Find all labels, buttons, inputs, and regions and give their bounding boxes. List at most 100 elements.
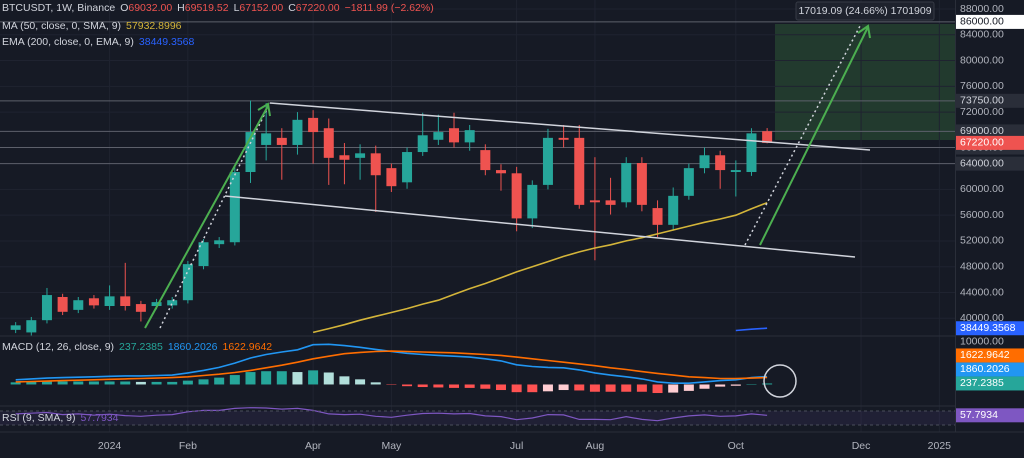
candle-body <box>558 137 569 140</box>
ohlc-key: O <box>120 2 129 14</box>
legend-ema: EMA (200, close, 0, EMA, 9) 38449.3568 <box>2 36 199 48</box>
signal-line <box>15 350 768 383</box>
candle-body <box>198 242 209 267</box>
y-tick-label: 48000.00 <box>960 260 1004 272</box>
legend-value: 57932.8996 <box>126 20 182 32</box>
trend-arrow <box>759 26 869 246</box>
legend-value: 38449.3568 <box>138 36 195 48</box>
macd-histogram-bar <box>417 384 428 388</box>
y-tick-label: 40000.00 <box>960 312 1004 324</box>
macd-histogram-bar <box>198 379 209 385</box>
target-zone <box>775 24 955 140</box>
candle-body <box>151 302 162 307</box>
channel-upper <box>269 102 871 151</box>
macd-histogram-bar <box>151 381 162 385</box>
axis-label: 237.2385 <box>960 377 1004 389</box>
candle-body <box>527 184 538 219</box>
candle-body <box>292 119 303 145</box>
change: −1811.99 (−2.62%) <box>344 2 434 14</box>
macd-histogram-bar <box>229 375 240 385</box>
legend-main: BTCUSDT, 1W, Binance O69032.00 H69519.52 L6… <box>2 2 439 14</box>
candle-body <box>26 320 37 333</box>
legend-value: 1860.2026 <box>167 341 218 353</box>
macd-histogram-bar <box>57 381 68 385</box>
candle-body <box>621 162 632 203</box>
candle-body <box>41 295 52 321</box>
macd-histogram-bar <box>355 379 366 385</box>
axis-label: 86000.00 <box>960 16 1004 28</box>
y-tick-label: 84000.00 <box>960 29 1004 41</box>
macd-histogram-bar <box>636 384 647 392</box>
macd-histogram-bar <box>574 384 585 391</box>
macd-histogram-bar <box>41 381 52 385</box>
macd-histogram-bar <box>104 381 115 385</box>
candle-body <box>10 325 21 330</box>
ohlc-key: L <box>233 2 240 14</box>
axis-label-box <box>956 362 1024 377</box>
candle-body <box>308 117 319 133</box>
axis-label-box <box>956 93 1024 108</box>
axis-label-box <box>956 124 1024 139</box>
axis-label-box <box>956 156 1024 171</box>
y-tick-label: 76000.00 <box>960 80 1004 92</box>
axis-label-box <box>956 135 1024 150</box>
macd-histogram-bar <box>276 371 287 385</box>
candle-body <box>715 155 726 171</box>
macd-histogram-bar <box>558 384 569 391</box>
ohlc-key: C <box>288 2 296 14</box>
candle-body <box>276 137 287 145</box>
macd-histogram-bar <box>88 381 99 385</box>
axis-label: 73750.00 <box>960 95 1004 107</box>
axis-label-box <box>956 408 1024 423</box>
overlay-line <box>735 327 768 332</box>
ohlc-value: 69032.00 <box>128 2 173 14</box>
macd-histogram-bar <box>683 384 694 391</box>
macd-histogram-bar <box>699 384 710 389</box>
series-layer <box>10 100 773 422</box>
ohlc-value: 67152.00 <box>239 2 284 14</box>
axis-label: 64000.00 <box>960 157 1004 169</box>
x-tick-label: May <box>381 440 402 452</box>
macd-histogram-bar <box>449 384 460 388</box>
candle-body <box>104 296 115 307</box>
candle-body <box>339 155 350 160</box>
candle-body <box>261 133 272 145</box>
axis-label: 38449.3568 <box>960 322 1016 334</box>
candle-body <box>699 155 710 169</box>
macd-histogram-bar <box>730 384 741 386</box>
candle-body <box>511 173 522 219</box>
macd-histogram-bar <box>495 384 506 391</box>
candle-body <box>245 132 256 173</box>
legend-name: MACD (12, 26, close, 9) <box>2 341 115 353</box>
candle-body <box>402 152 413 183</box>
candle-body <box>746 133 757 173</box>
legend-ma: MA (50, close, 0, SMA, 9) 57932.8996 <box>2 20 187 32</box>
axis-label: 1622.9642 <box>960 349 1010 361</box>
candle-body <box>668 195 679 225</box>
candle-body <box>73 300 84 310</box>
candle-body <box>589 200 600 203</box>
candle-body <box>480 150 491 171</box>
y-tick-label: 10000.00 <box>960 335 1004 347</box>
axis-label-box <box>956 321 1024 336</box>
candle-body <box>495 170 506 174</box>
macd-histogram-bar <box>245 372 256 385</box>
macd-histogram-bar <box>135 381 146 385</box>
macd-histogram-bar <box>715 384 726 387</box>
macd-histogram-bar <box>214 377 225 385</box>
macd-histogram-bar <box>511 384 522 393</box>
candle-body <box>605 200 616 205</box>
axis-label-box <box>956 376 1024 391</box>
legend-macd: MACD (12, 26, close, 9) 237.2385 1860.2026… <box>2 341 277 353</box>
macd-histogram-bar <box>182 380 193 385</box>
axis-label: 67220.00 <box>960 137 1004 149</box>
macd-histogram-bar <box>621 384 632 392</box>
candle-body <box>542 137 553 185</box>
macd-histogram-bar <box>308 370 319 385</box>
candle-body <box>323 128 334 158</box>
macd-histogram-bar <box>339 376 350 385</box>
axis-label-box <box>956 14 1024 29</box>
x-tick-label: 2025 <box>928 440 952 452</box>
candle-body <box>214 240 225 245</box>
dotted-projection <box>159 102 271 329</box>
